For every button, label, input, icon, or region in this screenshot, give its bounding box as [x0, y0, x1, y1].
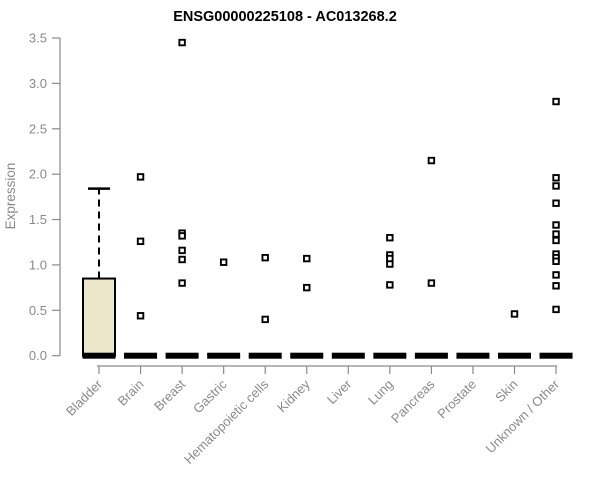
outlier-point-kidney: [303, 254, 311, 263]
outlier-point-brain: [136, 237, 145, 246]
outlier-point-breast: [178, 232, 186, 240]
chart-title: ENSG00000225108 - AC013268.2: [173, 9, 397, 25]
outlier-point-unknown-other: [552, 221, 560, 229]
y-axis-title: Expression: [3, 163, 18, 230]
outlier-point-breast: [178, 38, 186, 47]
outlier-point-lung: [386, 281, 394, 289]
outlier-point-pancreas: [427, 279, 436, 287]
outlier-point-unknown-other: [552, 199, 560, 207]
x-tick-label-kidney: Kidney: [274, 376, 313, 415]
outlier-point-lung: [386, 233, 394, 242]
y-tick-label-3.5: 3.5: [29, 31, 47, 46]
outlier-point-unknown-other: [552, 230, 560, 238]
outlier-point-brain: [136, 312, 145, 320]
outlier-point-kidney: [303, 283, 311, 292]
median-bar-prostate: [456, 352, 490, 359]
median-bar-skin: [498, 352, 531, 359]
box-bladder: [82, 277, 116, 357]
outlier-point-skin: [510, 310, 519, 318]
median-bar-gastric: [207, 352, 241, 359]
outlier-point-breast: [178, 246, 186, 255]
outlier-point-lung: [386, 260, 394, 268]
x-tick-label-bladder: Bladder: [63, 376, 106, 419]
x-tick-label-brain: Brain: [115, 377, 147, 409]
y-tick-label-1.5: 1.5: [29, 212, 47, 227]
outlier-point-unknown-other: [552, 282, 560, 290]
x-tick-label-skin: Skin: [492, 377, 520, 405]
outlier-point-pancreas: [427, 156, 436, 165]
outlier-point-unknown-other: [552, 182, 560, 190]
outlier-point-unknown-other: [552, 305, 560, 314]
x-tick-label-unknown-other: Unknown / Other: [483, 376, 563, 456]
median-bar-bladder: [82, 352, 116, 359]
x-tick-label-prostate: Prostate: [434, 377, 479, 422]
outlier-point-gastric: [219, 258, 228, 266]
outlier-point-unknown-other: [552, 97, 560, 106]
outlier-point-unknown-other: [552, 236, 560, 245]
axes: 0.0 0.5 1.0 1.5 2.0 2.5 3.0 3.5 Bladder Brain Brea…: [29, 31, 563, 467]
y-tick-label-3.0: 3.0: [29, 76, 47, 91]
outlier-point-unknown-other: [552, 257, 560, 265]
outlier-point-hematopoietic-cells: [261, 315, 269, 324]
outlier-point-unknown-other: [552, 174, 560, 182]
outlier-point-hematopoietic-cells: [261, 253, 269, 262]
x-tick-label-breast: Breast: [151, 376, 188, 413]
outlier-point-brain: [136, 173, 145, 181]
x-tick-label-lung: Lung: [365, 377, 396, 408]
outlier-point-unknown-other: [552, 271, 560, 279]
y-tick-label-1.0: 1.0: [29, 257, 47, 272]
x-tick-label-pancreas: Pancreas: [388, 376, 438, 426]
y-tick-label-2.0: 2.0: [29, 167, 47, 182]
outlier-point-breast: [178, 279, 186, 287]
median-bar-breast: [165, 352, 199, 359]
median-bar-brain: [124, 352, 158, 359]
median-bar-liver: [331, 352, 365, 359]
y-tick-label-0.0: 0.0: [29, 348, 47, 363]
x-tick-label-gastric: Gastric: [190, 376, 230, 416]
median-bar-hematopoietic-cells: [248, 352, 282, 359]
median-bar-pancreas: [414, 352, 448, 359]
outlier-point-breast: [178, 255, 186, 264]
plot-marks: [82, 38, 573, 359]
x-tick-label-liver: Liver: [324, 376, 355, 407]
y-tick-label-0.5: 0.5: [29, 303, 47, 318]
median-bar-unknown-other: [539, 352, 573, 359]
y-tick-label-2.5: 2.5: [29, 121, 47, 136]
median-bar-lung: [373, 352, 407, 359]
median-bar-kidney: [290, 352, 324, 359]
